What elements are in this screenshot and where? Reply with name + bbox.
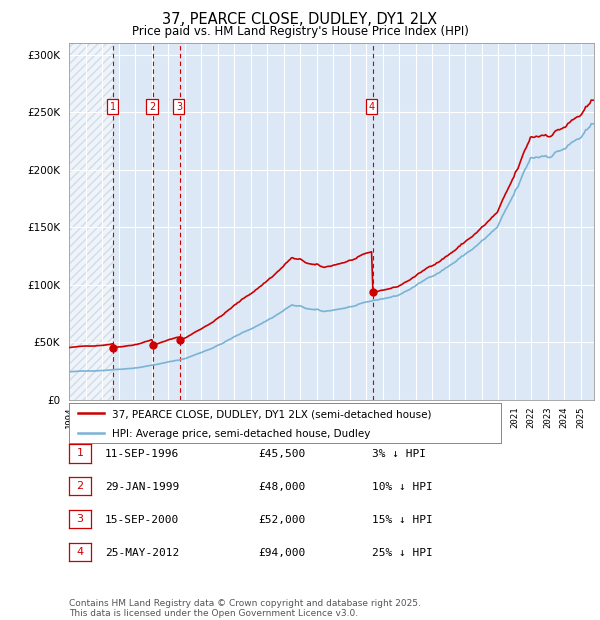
Text: 15-SEP-2000: 15-SEP-2000 [105, 515, 179, 525]
Text: 4: 4 [77, 547, 83, 557]
Text: Contains HM Land Registry data © Crown copyright and database right 2025.: Contains HM Land Registry data © Crown c… [69, 600, 421, 608]
Text: 3% ↓ HPI: 3% ↓ HPI [372, 450, 426, 459]
Text: 25-MAY-2012: 25-MAY-2012 [105, 548, 179, 558]
Text: 1: 1 [77, 448, 83, 458]
Text: £94,000: £94,000 [258, 548, 305, 558]
Bar [69, 43, 113, 400]
Text: 2: 2 [77, 481, 83, 491]
Text: 11-SEP-1996: 11-SEP-1996 [105, 450, 179, 459]
Text: 4: 4 [369, 102, 375, 112]
Text: 37, PEARCE CLOSE, DUDLEY, DY1 2LX: 37, PEARCE CLOSE, DUDLEY, DY1 2LX [163, 12, 437, 27]
Text: 15% ↓ HPI: 15% ↓ HPI [372, 515, 433, 525]
Text: £52,000: £52,000 [258, 515, 305, 525]
Text: 3: 3 [77, 514, 83, 524]
Text: £45,500: £45,500 [258, 450, 305, 459]
Text: £48,000: £48,000 [258, 482, 305, 492]
Text: 2: 2 [149, 102, 155, 112]
Text: 10% ↓ HPI: 10% ↓ HPI [372, 482, 433, 492]
Text: 1: 1 [110, 102, 116, 112]
Text: 29-JAN-1999: 29-JAN-1999 [105, 482, 179, 492]
Text: Price paid vs. HM Land Registry's House Price Index (HPI): Price paid vs. HM Land Registry's House … [131, 25, 469, 38]
Text: 3: 3 [176, 102, 182, 112]
Text: This data is licensed under the Open Government Licence v3.0.: This data is licensed under the Open Gov… [69, 609, 358, 618]
Text: 37, PEARCE CLOSE, DUDLEY, DY1 2LX (semi-detached house): 37, PEARCE CLOSE, DUDLEY, DY1 2LX (semi-… [112, 409, 432, 419]
Text: HPI: Average price, semi-detached house, Dudley: HPI: Average price, semi-detached house,… [112, 428, 371, 438]
Text: 25% ↓ HPI: 25% ↓ HPI [372, 548, 433, 558]
